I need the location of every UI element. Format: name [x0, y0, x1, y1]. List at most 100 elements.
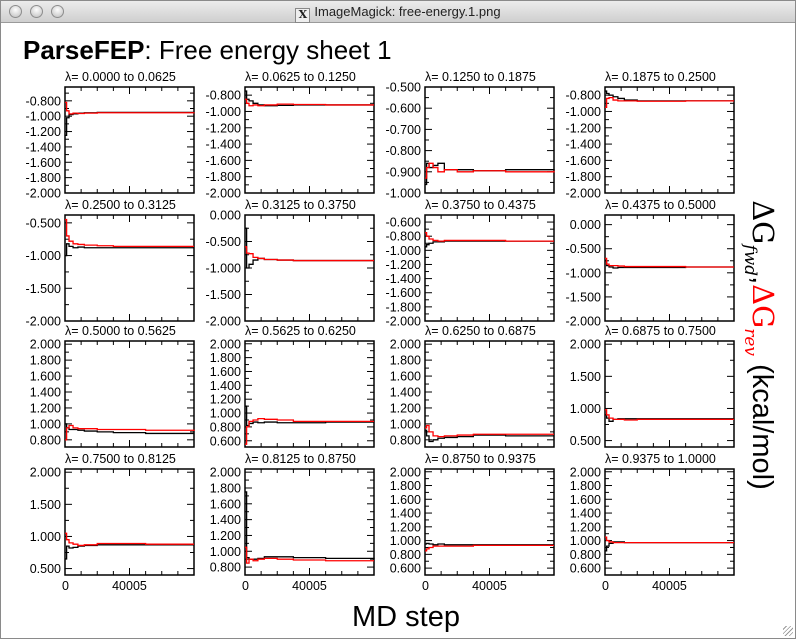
series-rev-line — [65, 218, 194, 248]
y-tick-label: 1.200 — [210, 529, 241, 543]
y-tick-label: 1.600 — [570, 493, 601, 507]
panel-title: λ= 0.5625 to 0.6250 — [245, 324, 356, 338]
y-tick-label: -1.800 — [566, 170, 601, 184]
panel-3: λ= 0.1250 to 0.1875 -0.500 -0.600 -0.700 -0.… — [386, 70, 555, 201]
series-fwd-line — [425, 429, 554, 443]
title-bar[interactable]: X ImageMagick: free-energy.1.png — [1, 1, 795, 23]
panels: λ= 0.0000 to 0.0625-0.800-1.000-1.200-1.… — [26, 70, 735, 593]
y-tick-label: 1.600 — [390, 493, 421, 507]
y-tick-label: 1.000 — [30, 417, 61, 431]
minimize-button[interactable] — [30, 5, 43, 18]
y-tick-label: -0.600 — [386, 102, 421, 116]
plot-frame — [424, 86, 555, 194]
y-tick-label: -1.200 — [566, 121, 601, 135]
plot-frame — [604, 86, 735, 194]
y-tick-label: -0.600 — [386, 216, 421, 230]
ylabel-units: (kcal/mol) — [746, 356, 778, 490]
panel-title: λ= 0.6875 to 0.7500 — [605, 324, 716, 338]
y-tick-label: -1.000 — [206, 262, 241, 276]
y-tick-label: -1.500 — [26, 282, 61, 296]
y-tick-label: -2.000 — [566, 315, 601, 329]
plot-frame — [424, 468, 555, 576]
panel-title: λ= 0.9375 to 1.0000 — [605, 452, 716, 466]
series-rev-line — [245, 98, 374, 107]
y-tick-label: 0.500 — [570, 434, 601, 448]
y-tick-label: 1.500 — [30, 498, 61, 512]
panel-title: λ= 0.5000 to 0.5625 — [65, 324, 176, 338]
plot-frame — [604, 468, 735, 576]
y-tick-label: 1.400 — [30, 386, 61, 400]
y-tick-label: 1.400 — [570, 507, 601, 521]
y-tick-label: -0.700 — [386, 123, 421, 137]
panel-title: λ= 0.8750 to 0.9375 — [425, 452, 536, 466]
y-tick-label: -1.000 — [26, 110, 61, 124]
y-tick-label: 1.400 — [210, 513, 241, 527]
plot-frame — [244, 214, 375, 322]
resize-grip[interactable] — [783, 626, 793, 636]
panel-title: λ= 0.0000 to 0.0625 — [65, 70, 176, 84]
panel-13: λ= 0.7500 to 0.8125 2.000 1.500 1.000 0.5000… — [30, 452, 195, 593]
y-tick-label: 0.600 — [390, 562, 421, 576]
title-bold: ParseFEP — [23, 35, 144, 65]
y-tick-label: 1.600 — [210, 365, 241, 379]
y-tick-label: 1.800 — [30, 354, 61, 368]
y-tick-label: 2.000 — [570, 465, 601, 479]
series-rev-line — [605, 536, 734, 544]
y-tick-label: 2.000 — [210, 337, 241, 351]
y-tick-label: 1.400 — [210, 379, 241, 393]
y-tick-label: 1.000 — [570, 534, 601, 548]
ylabel-dg-rev: ΔG — [746, 284, 780, 328]
y-tick-label: 0.800 — [210, 420, 241, 434]
y-tick-label: -1.400 — [566, 138, 601, 152]
panel-title: λ= 0.1250 to 0.1875 — [425, 70, 536, 84]
y-tick-label: -1.000 — [566, 266, 601, 280]
y-tick-label: -1.600 — [206, 154, 241, 168]
panel-1: λ= 0.0000 to 0.0625-0.800-1.000-1.200-1.… — [26, 70, 195, 201]
series-rev-line — [245, 246, 374, 262]
x11-icon: X — [295, 8, 311, 23]
y-tick-label: -1.000 — [566, 105, 601, 119]
y-tick-label: -1.500 — [566, 290, 601, 304]
series-fwd-line — [65, 243, 194, 257]
y-tick-label: 1.000 — [30, 530, 61, 544]
series-rev-line — [245, 546, 374, 564]
y-tick-label: 1.400 — [390, 507, 421, 521]
y-tick-label: 1.000 — [210, 545, 241, 559]
y-tick-label: -2.000 — [26, 187, 61, 201]
panel-2: λ= 0.0625 to 0.1250 -0.800 -1.000 -1.200 -1.… — [206, 70, 375, 201]
y-tick-label: 0.800 — [390, 433, 421, 447]
ylabel-sub-fwd: fwd — [740, 242, 760, 276]
series-rev-line — [605, 96, 734, 109]
y-tick-label: 1.000 — [390, 534, 421, 548]
y-tick-label: 1.500 — [570, 370, 601, 384]
y-tick-label: -0.800 — [386, 230, 421, 244]
y-tick-label: -1.800 — [26, 171, 61, 185]
panel-title: λ= 0.0625 to 0.1250 — [245, 70, 356, 84]
y-tick-label: -0.800 — [206, 89, 241, 103]
y-tick-label: 0.600 — [570, 562, 601, 576]
y-tick-label: 1.200 — [30, 401, 61, 415]
y-tick-label: 2.000 — [210, 466, 241, 480]
series-rev-line — [605, 409, 734, 421]
y-tick-label: 1.600 — [210, 497, 241, 511]
y-tick-label: -1.000 — [386, 244, 421, 258]
y-tick-label: 1.800 — [570, 479, 601, 493]
y-tick-label: 0.800 — [570, 548, 601, 562]
close-button[interactable] — [9, 5, 22, 18]
x-tick-label: 40005 — [652, 579, 687, 593]
y-tick-label: -2.000 — [386, 315, 421, 329]
y-tick-label: 1.000 — [390, 417, 421, 431]
panel-title: λ= 0.3750 to 0.4375 — [425, 198, 536, 212]
zoom-button[interactable] — [51, 5, 64, 18]
series-rev-line — [65, 101, 195, 115]
panel-7: λ= 0.3750 to 0.4375-0.600-0.800-1.000-1.… — [386, 198, 555, 329]
y-tick-label: -1.800 — [206, 170, 241, 184]
y-tick-label: 0.800 — [390, 548, 421, 562]
series-fwd-line — [425, 542, 554, 546]
y-tick-label: -0.500 — [26, 216, 61, 230]
y-tick-label: 0.800 — [210, 561, 241, 575]
series-rev-line — [605, 257, 734, 268]
y-tick-label: -1.200 — [206, 121, 241, 135]
y-tick-label: -0.500 — [566, 242, 601, 256]
y-tick-label: 1.200 — [390, 520, 421, 534]
